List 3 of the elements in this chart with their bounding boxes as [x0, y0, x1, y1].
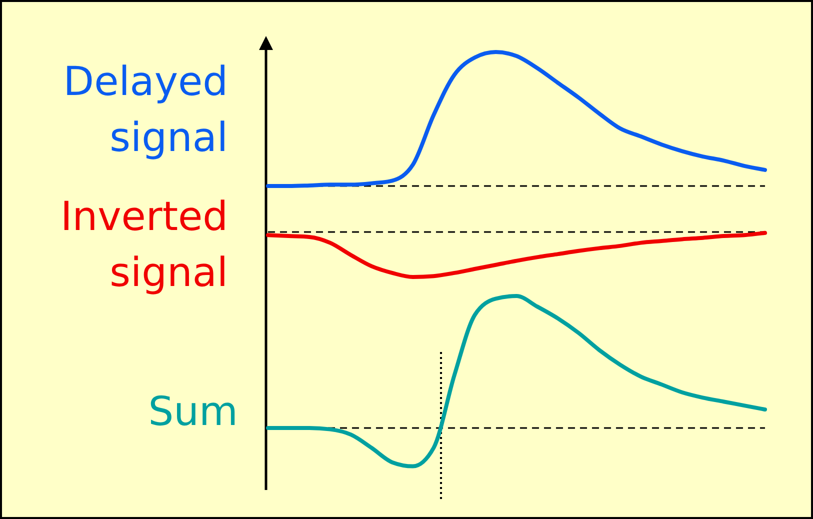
series-label: Inverted signal — [60, 194, 228, 296]
series-label: Delayed signal — [63, 59, 228, 161]
series-label: Sum — [148, 389, 238, 435]
